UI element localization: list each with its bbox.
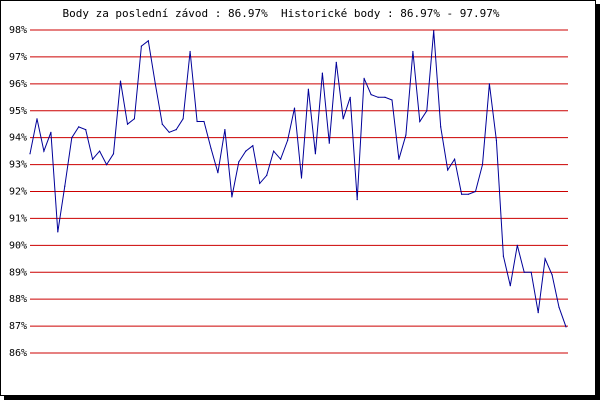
- data-point: [349, 96, 351, 98]
- y-tick-label: 91%: [9, 213, 27, 224]
- y-tick-label: 90%: [9, 240, 27, 251]
- data-point: [112, 153, 115, 155]
- chart-title: Body za poslední závod : 86.97% Historic…: [62, 7, 500, 20]
- data-point: [217, 172, 219, 174]
- y-tick-labels: 98% 97% 96% 95% 94% 93% 92% 91% 90% 89% 88% 87% 86%: [9, 25, 27, 359]
- data-point: [565, 326, 567, 328]
- data-point: [259, 182, 261, 184]
- data-point: [154, 83, 156, 85]
- data-point: [461, 193, 463, 195]
- data-point: [189, 50, 191, 53]
- data-point: [433, 30, 435, 32]
- line-chart: 98% 97% 96% 95% 94% 93% 92% 91% 90% 89% 88% 87% 86%: [9, 25, 568, 359]
- data-point: [398, 158, 400, 160]
- grid-lines: [30, 29, 568, 354]
- data-point: [287, 139, 289, 141]
- data-point: [530, 271, 532, 273]
- series-layer: [29, 30, 567, 328]
- y-tick-label: 88%: [9, 294, 27, 305]
- data-point: [203, 120, 205, 123]
- y-tick-label: 94%: [9, 133, 27, 144]
- data-point: [321, 72, 323, 74]
- y-tick-label: 93%: [9, 160, 27, 171]
- data-point: [328, 142, 330, 144]
- data-point: [168, 131, 170, 133]
- data-point: [64, 185, 66, 187]
- data-point: [57, 231, 59, 233]
- y-tick-label: 97%: [9, 52, 27, 63]
- data-point: [119, 80, 122, 82]
- data-point: [516, 244, 518, 246]
- data-point: [342, 118, 344, 120]
- y-tick-label: 89%: [9, 267, 27, 278]
- data-point: [537, 312, 539, 314]
- data-point: [426, 110, 428, 112]
- data-point: [454, 158, 456, 160]
- data-point: [481, 164, 484, 166]
- y-tick-label: 96%: [9, 79, 27, 90]
- y-tick-label: 86%: [9, 348, 27, 359]
- data-point: [370, 94, 372, 96]
- data-point: [196, 120, 198, 123]
- data-point: [502, 255, 504, 257]
- data-point: [412, 50, 414, 53]
- data-point: [551, 274, 553, 276]
- data-point: [293, 107, 296, 109]
- data-point: [29, 153, 31, 155]
- y-tick-label: 98%: [9, 25, 27, 36]
- data-point: [447, 169, 449, 171]
- data-point: [391, 99, 393, 101]
- data-point: [92, 158, 94, 160]
- data-point: [106, 164, 108, 166]
- data-point: [231, 196, 233, 198]
- data-point: [280, 158, 282, 160]
- data-point: [224, 129, 226, 131]
- data-point: [356, 199, 358, 201]
- data-point: [384, 96, 386, 98]
- data-point: [495, 139, 497, 141]
- data-point: [440, 126, 442, 128]
- y-tick-label: 92%: [9, 187, 27, 198]
- data-point: [252, 145, 254, 147]
- data-point: [43, 150, 45, 152]
- data-point: [488, 83, 490, 85]
- data-point: [314, 153, 316, 155]
- data-point: [363, 77, 365, 79]
- data-point: [78, 126, 80, 128]
- data-point: [36, 118, 38, 120]
- data-point: [307, 88, 309, 90]
- data-point: [523, 271, 525, 273]
- data-point: [245, 150, 247, 152]
- data-point: [85, 129, 87, 131]
- data-point: [509, 285, 511, 287]
- y-tick-label: 87%: [9, 321, 27, 332]
- data-point: [175, 129, 177, 131]
- data-point: [405, 134, 407, 136]
- data-point: [147, 40, 149, 42]
- data-point: [133, 118, 135, 120]
- series-line: [29, 30, 567, 328]
- data-point: [99, 150, 101, 152]
- y-tick-label: 95%: [9, 106, 27, 117]
- data-point: [266, 174, 268, 176]
- data-point: [50, 131, 52, 133]
- data-point: [335, 61, 337, 63]
- data-point: [71, 137, 73, 139]
- data-point: [544, 258, 546, 260]
- data-point: [377, 96, 379, 98]
- data-point: [300, 177, 303, 179]
- data-point: [558, 306, 560, 308]
- data-point: [467, 193, 470, 195]
- data-point: [161, 123, 163, 125]
- data-point: [273, 150, 275, 152]
- data-point: [140, 45, 142, 47]
- data-point: [210, 147, 212, 149]
- data-point: [474, 190, 477, 193]
- data-point: [419, 120, 421, 123]
- data-point: [238, 161, 240, 163]
- data-point: [182, 118, 184, 120]
- data-point: [126, 123, 129, 125]
